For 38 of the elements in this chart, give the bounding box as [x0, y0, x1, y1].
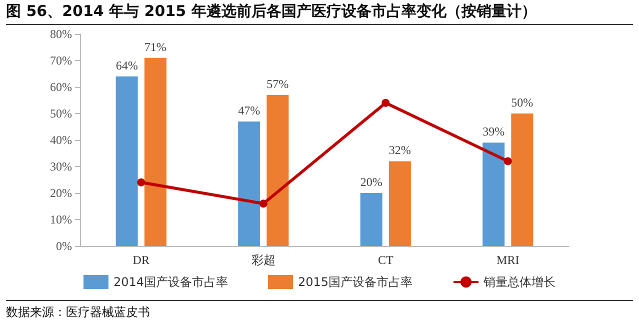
x-tick-label: CT [378, 253, 394, 267]
point [382, 98, 390, 107]
legend-label: 2015国产设备市占率 [298, 275, 413, 289]
data-label: 64% [116, 58, 138, 72]
y-tick-label: 50% [50, 106, 72, 120]
y-tick-label: 60% [50, 80, 72, 94]
y-tick-label: 70% [50, 54, 72, 68]
y-tick-label: 10% [50, 212, 72, 226]
bar [238, 121, 260, 246]
x-tick-label: DR [132, 253, 150, 267]
source-note: 数据来源：医疗器械蓝皮书 [6, 300, 633, 321]
data-label: 47% [238, 103, 260, 118]
point [504, 157, 512, 166]
bar [511, 114, 534, 246]
point [137, 178, 146, 186]
data-label: 32% [388, 143, 411, 158]
y-tick-label: 80% [50, 27, 72, 41]
bar [144, 58, 166, 246]
y-tick-label: 0% [56, 239, 72, 253]
bar [482, 142, 505, 246]
data-label: 20% [360, 175, 382, 189]
y-tick-label: 20% [50, 186, 72, 200]
legend-label: 销量总体增长 [482, 275, 556, 289]
data-label: 71% [144, 40, 166, 54]
bar [116, 76, 138, 246]
y-tick-label: 40% [50, 133, 72, 147]
bar [360, 193, 382, 246]
data-label: 57% [266, 76, 289, 91]
point [259, 200, 268, 208]
x-tick-label: 彩超 [251, 253, 276, 267]
legend-label: 2014国产设备市占率 [113, 275, 228, 289]
data-label: 50% [511, 96, 534, 110]
y-tick-label: 30% [50, 160, 72, 174]
bar [388, 161, 411, 246]
chart-title: 图 56、2014 年与 2015 年遴选前后各国产医疗设备市占率变化（按销量计） [6, 2, 633, 25]
x-tick-label: MRI [496, 253, 520, 267]
data-label: 39% [482, 124, 505, 139]
bar [266, 94, 289, 246]
